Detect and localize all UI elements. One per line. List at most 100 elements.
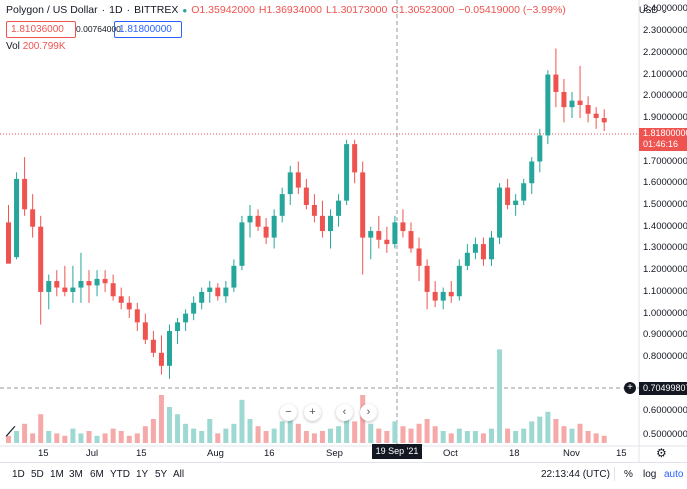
candle-body bbox=[118, 296, 124, 303]
currency-selector[interactable]: USD ⌄ bbox=[639, 5, 687, 16]
symbol-name[interactable]: Polygon / US Dollar bbox=[6, 4, 98, 16]
price-tick: 1.40000000 bbox=[643, 220, 687, 232]
volume-bar bbox=[497, 349, 503, 443]
candle-body bbox=[392, 222, 398, 245]
volume-bar bbox=[295, 423, 301, 443]
zoom-in-button[interactable]: + bbox=[304, 404, 321, 421]
candle-body bbox=[295, 172, 301, 188]
candle-body bbox=[46, 281, 52, 292]
candle-body bbox=[255, 215, 261, 227]
auto-toggle[interactable]: auto bbox=[664, 469, 684, 480]
timeframe-5y[interactable]: 5Y bbox=[155, 469, 168, 480]
currency-label: USD bbox=[639, 5, 659, 15]
volume-bar bbox=[30, 433, 36, 443]
timeframe-6m[interactable]: 6M bbox=[90, 469, 104, 480]
volume-bar bbox=[344, 409, 350, 443]
timeframe-3m[interactable]: 3M bbox=[69, 469, 83, 480]
candle-body bbox=[432, 291, 438, 301]
candle-body bbox=[30, 209, 36, 227]
timeframe-all[interactable]: All bbox=[173, 469, 185, 480]
candle-body bbox=[263, 226, 269, 238]
volume-bar bbox=[585, 431, 591, 443]
volume-bars bbox=[6, 349, 607, 443]
timeframe-ytd[interactable]: YTD bbox=[110, 469, 130, 480]
candle-body bbox=[287, 172, 293, 195]
utc-clock[interactable]: 22:13:44 (UTC) bbox=[541, 469, 610, 480]
candle-body bbox=[158, 352, 164, 366]
candle-body bbox=[408, 231, 414, 249]
candle-body bbox=[38, 226, 44, 292]
candle-body bbox=[279, 194, 285, 216]
buy-price-button[interactable]: 1.81800000 bbox=[114, 21, 182, 38]
add-alert-icon[interactable]: + bbox=[624, 382, 636, 394]
log-toggle[interactable]: log bbox=[643, 469, 657, 480]
volume-bar bbox=[569, 428, 575, 443]
timeframe-1y[interactable]: 1Y bbox=[136, 469, 149, 480]
price-chart[interactable] bbox=[0, 0, 687, 462]
zoom-out-button[interactable]: − bbox=[280, 404, 297, 421]
timeframe-5d[interactable]: 5D bbox=[31, 469, 44, 480]
ohlc-change: −0.05419000 (−3.99%) bbox=[458, 4, 566, 16]
bar-countdown: 01:46:16 bbox=[643, 139, 679, 149]
volume-bar bbox=[279, 421, 285, 443]
volume-bar bbox=[472, 431, 478, 443]
candle-body bbox=[472, 244, 478, 253]
interval-label[interactable]: 1D bbox=[109, 4, 123, 16]
candle-body bbox=[167, 331, 172, 366]
volume-value: 200.799K bbox=[22, 41, 66, 52]
candle-body bbox=[271, 215, 277, 238]
candle-body bbox=[545, 74, 551, 136]
volume-bar bbox=[448, 433, 454, 443]
candle-body bbox=[489, 237, 494, 260]
toolbar-divider bbox=[614, 467, 615, 481]
percent-toggle[interactable]: % bbox=[624, 469, 633, 480]
candle-body bbox=[102, 278, 108, 284]
sell-price-button[interactable]: 1.81036000 bbox=[6, 21, 76, 38]
candle-body bbox=[22, 178, 28, 210]
candle-body bbox=[448, 291, 454, 297]
volume-legend: Vol 200.799K bbox=[6, 41, 66, 52]
candle-body bbox=[78, 281, 84, 288]
exchange-label: BITTREX bbox=[134, 4, 179, 16]
bottom-toolbar bbox=[0, 462, 687, 489]
time-tick: 16 bbox=[264, 448, 275, 459]
scroll-left-button[interactable]: ‹ bbox=[336, 404, 353, 421]
timeframe-1m[interactable]: 1M bbox=[50, 469, 64, 480]
candle-body bbox=[352, 144, 358, 173]
time-tick: Nov bbox=[563, 448, 580, 459]
volume-bar bbox=[215, 433, 221, 443]
candle-body bbox=[126, 302, 132, 310]
candle-body bbox=[14, 178, 20, 258]
volume-bar bbox=[62, 435, 68, 443]
candles bbox=[6, 48, 607, 379]
volume-bar bbox=[464, 431, 470, 443]
volume-bar bbox=[255, 426, 261, 443]
volume-bar bbox=[384, 431, 390, 443]
time-tick: 15 bbox=[616, 448, 627, 459]
chart-legend: Polygon / US Dollar · 1D · BITTREX ● O1.… bbox=[6, 4, 566, 16]
timeframe-1d[interactable]: 1D bbox=[12, 469, 25, 480]
candle-body bbox=[311, 204, 317, 216]
volume-bar bbox=[126, 435, 132, 443]
volume-bar bbox=[142, 426, 148, 443]
tradingview-logo-icon: ⟋ bbox=[6, 424, 16, 439]
ohlc-low: L1.30173000 bbox=[325, 4, 388, 16]
candle-body bbox=[303, 187, 309, 205]
scroll-right-button[interactable]: › bbox=[360, 404, 377, 421]
volume-bar bbox=[368, 423, 374, 443]
candle-body bbox=[239, 222, 245, 266]
volume-bar bbox=[480, 433, 486, 443]
candle-body bbox=[319, 215, 325, 232]
price-tick: 1.70000000 bbox=[643, 155, 687, 167]
settings-gear-icon[interactable]: ⚙ bbox=[656, 446, 667, 460]
candle-body bbox=[456, 265, 462, 297]
ohlc-high: H1.36934000 bbox=[258, 4, 322, 16]
volume-bar bbox=[287, 414, 293, 443]
candle-body bbox=[505, 187, 511, 205]
volume-bar bbox=[489, 428, 494, 443]
volume-bar bbox=[529, 421, 535, 443]
symbol-sep: · bbox=[101, 4, 106, 16]
volume-bar bbox=[263, 431, 269, 443]
candle-body bbox=[569, 100, 575, 108]
